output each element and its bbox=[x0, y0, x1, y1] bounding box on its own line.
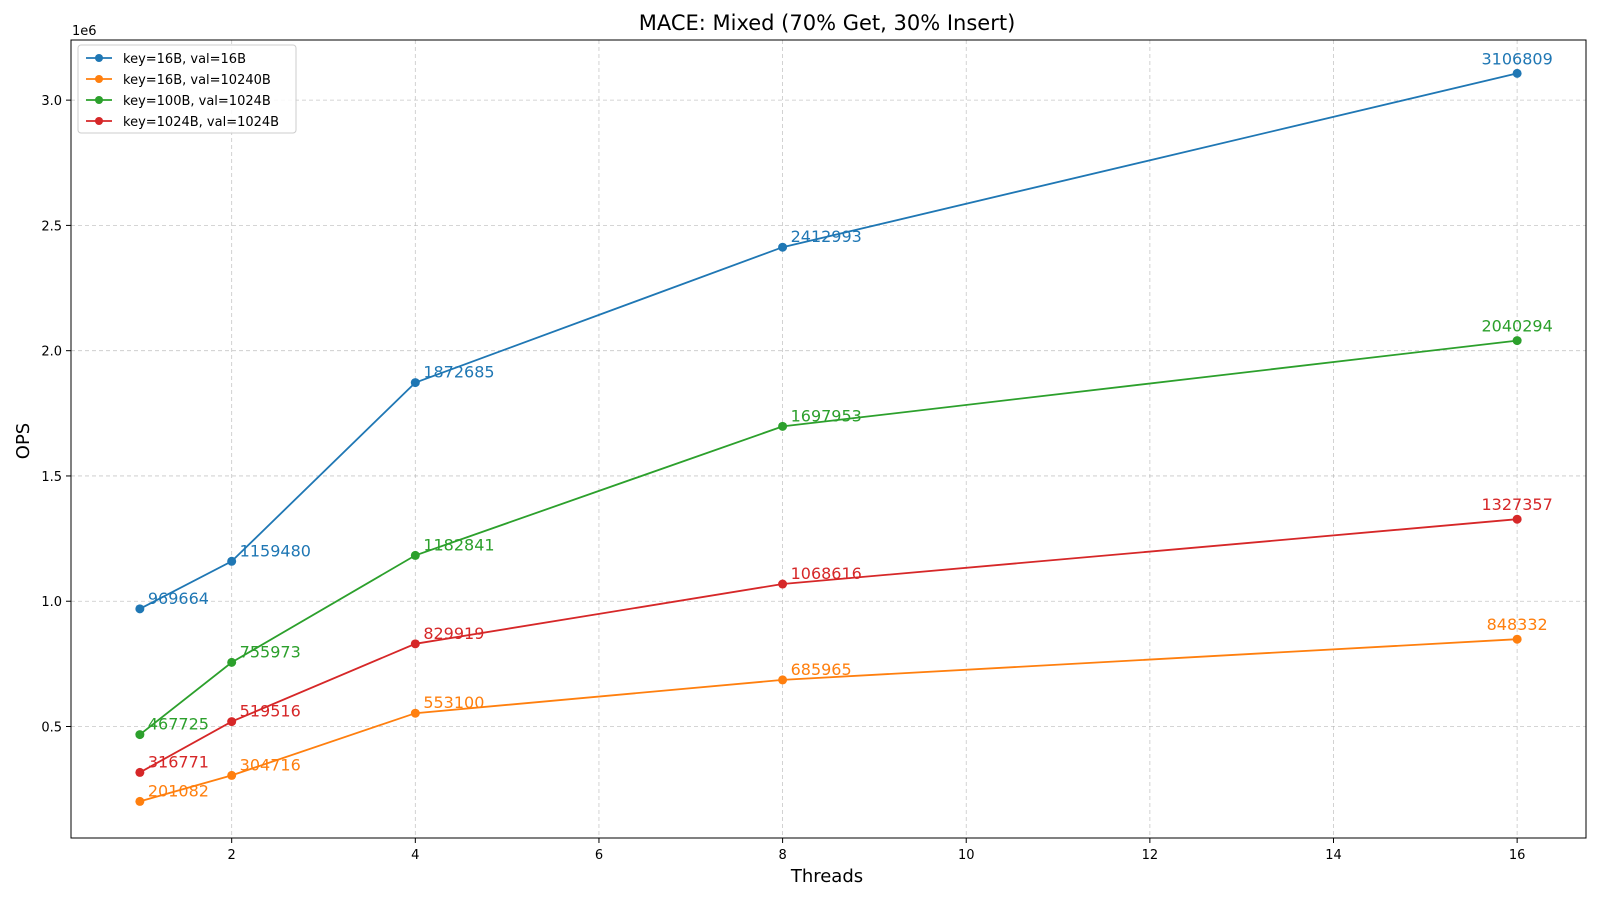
data-point bbox=[135, 604, 145, 614]
data-label: 755973 bbox=[240, 642, 301, 661]
y-scale-label: 1e6 bbox=[72, 24, 97, 39]
data-label: 1327357 bbox=[1482, 495, 1553, 514]
data-label: 553100 bbox=[423, 693, 484, 712]
legend: key=16B, val=16B key=16B, val=10240B key=1… bbox=[77, 44, 297, 134]
data-label: 848332 bbox=[1487, 615, 1548, 634]
axis-ticks: 2 4 6 8 10 12 14 16 0.5 1.0 1.5 2.0 2.5 3.0 bbox=[41, 94, 1525, 863]
data-label: 2040294 bbox=[1482, 317, 1553, 336]
data-point bbox=[227, 770, 237, 780]
legend-swatch-marker bbox=[95, 117, 103, 125]
data-point bbox=[778, 421, 788, 431]
y-tick-label: 2.5 bbox=[41, 219, 62, 234]
x-tick-label: 16 bbox=[1509, 848, 1526, 863]
data-label: 1697953 bbox=[791, 406, 862, 425]
data-label: 1182841 bbox=[423, 535, 494, 554]
data-label: 3106809 bbox=[1482, 49, 1553, 68]
data-label: 685965 bbox=[791, 660, 852, 679]
series-line bbox=[139, 72, 1518, 610]
y-tick-label: 1.0 bbox=[41, 595, 62, 610]
series-lines bbox=[135, 68, 1522, 806]
data-point bbox=[227, 717, 237, 727]
data-label: 829919 bbox=[423, 624, 484, 643]
grid bbox=[71, 40, 1586, 838]
data-point bbox=[410, 550, 420, 560]
legend-swatch-marker bbox=[95, 54, 103, 62]
legend-box bbox=[77, 44, 297, 134]
data-point bbox=[1512, 514, 1522, 524]
chart-title: MACE: Mixed (70% Get, 30% Insert) bbox=[639, 11, 1016, 35]
y-tick-label: 0.5 bbox=[41, 721, 62, 736]
data-label: 467725 bbox=[148, 715, 209, 734]
data-point bbox=[1512, 634, 1522, 644]
data-point bbox=[1512, 336, 1522, 346]
x-axis-label: Threads bbox=[790, 866, 863, 887]
data-label: 1068616 bbox=[791, 564, 862, 583]
data-point bbox=[410, 708, 420, 718]
x-tick-label: 4 bbox=[411, 848, 419, 863]
data-label: 201082 bbox=[148, 781, 209, 800]
data-point bbox=[135, 730, 145, 740]
y-tick-label: 2.0 bbox=[41, 345, 62, 360]
x-tick-label: 6 bbox=[595, 848, 603, 863]
data-label: 1872685 bbox=[423, 363, 494, 382]
x-tick-label: 2 bbox=[228, 848, 236, 863]
y-axis-label: OPS bbox=[13, 423, 34, 459]
data-labels: 969664 1159480 1872685 2412993 3106809 201082… bbox=[148, 49, 1553, 800]
plot-frame bbox=[70, 39, 1587, 839]
x-tick-label: 12 bbox=[1142, 848, 1159, 863]
x-tick-label: 14 bbox=[1325, 848, 1342, 863]
data-label: 2412993 bbox=[791, 227, 862, 246]
data-point bbox=[778, 579, 788, 589]
data-point bbox=[227, 556, 237, 566]
x-tick-label: 8 bbox=[778, 848, 786, 863]
legend-swatch-marker bbox=[95, 96, 103, 104]
data-point bbox=[135, 796, 145, 806]
data-label: 969664 bbox=[148, 589, 209, 608]
data-point bbox=[410, 639, 420, 649]
data-label: 304716 bbox=[240, 755, 301, 774]
data-point bbox=[778, 675, 788, 685]
data-point bbox=[135, 767, 145, 777]
legend-entry-label: key=16B, val=16B bbox=[123, 52, 246, 67]
data-label: 1159480 bbox=[240, 541, 311, 560]
legend-entry-label: key=1024B, val=1024B bbox=[123, 115, 279, 130]
data-label: 316771 bbox=[148, 752, 209, 771]
y-tick-label: 1.5 bbox=[41, 470, 62, 485]
y-tick-label: 3.0 bbox=[41, 94, 62, 109]
series-line bbox=[139, 518, 1518, 774]
x-tick-label: 10 bbox=[958, 848, 975, 863]
legend-entry-label: key=100B, val=1024B bbox=[123, 94, 271, 109]
legend-entry-label: key=16B, val=10240B bbox=[123, 73, 271, 88]
data-point bbox=[227, 657, 237, 667]
data-label: 519516 bbox=[240, 702, 301, 721]
data-point bbox=[778, 242, 788, 252]
data-point bbox=[410, 378, 420, 388]
legend-swatch-marker bbox=[95, 75, 103, 83]
data-point bbox=[1512, 68, 1522, 78]
